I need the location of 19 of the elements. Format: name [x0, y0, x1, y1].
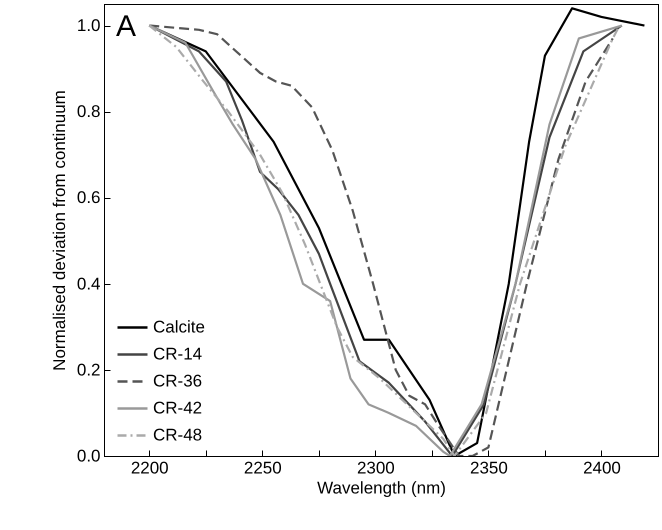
x-tick-label: 2250	[244, 458, 282, 478]
y-tick-label: 0.0	[76, 446, 100, 466]
y-tick-label: 1.0	[76, 16, 100, 36]
y-tick-label: 0.6	[76, 188, 100, 208]
legend-label: Calcite	[153, 318, 205, 336]
y-tick-label: 0.2	[76, 360, 100, 380]
annotation: A	[116, 10, 136, 43]
x-tick-label: 2400	[583, 458, 621, 478]
legend-label: CR-42	[153, 398, 202, 418]
legend-label: CR-14	[153, 344, 202, 364]
y-tick-label: 0.8	[76, 102, 100, 122]
y-tick-label: 0.4	[76, 274, 100, 294]
y-axis-title: Normalised deviation from continuum	[50, 90, 69, 371]
x-axis-title: Wavelength (nm)	[317, 478, 446, 498]
legend-label: CR-48	[153, 426, 202, 444]
x-tick-label: 2300	[356, 458, 395, 478]
legend-label: CR-36	[153, 372, 202, 390]
x-tick-label: 2350	[470, 458, 508, 478]
x-tick-label: 2200	[130, 458, 169, 478]
